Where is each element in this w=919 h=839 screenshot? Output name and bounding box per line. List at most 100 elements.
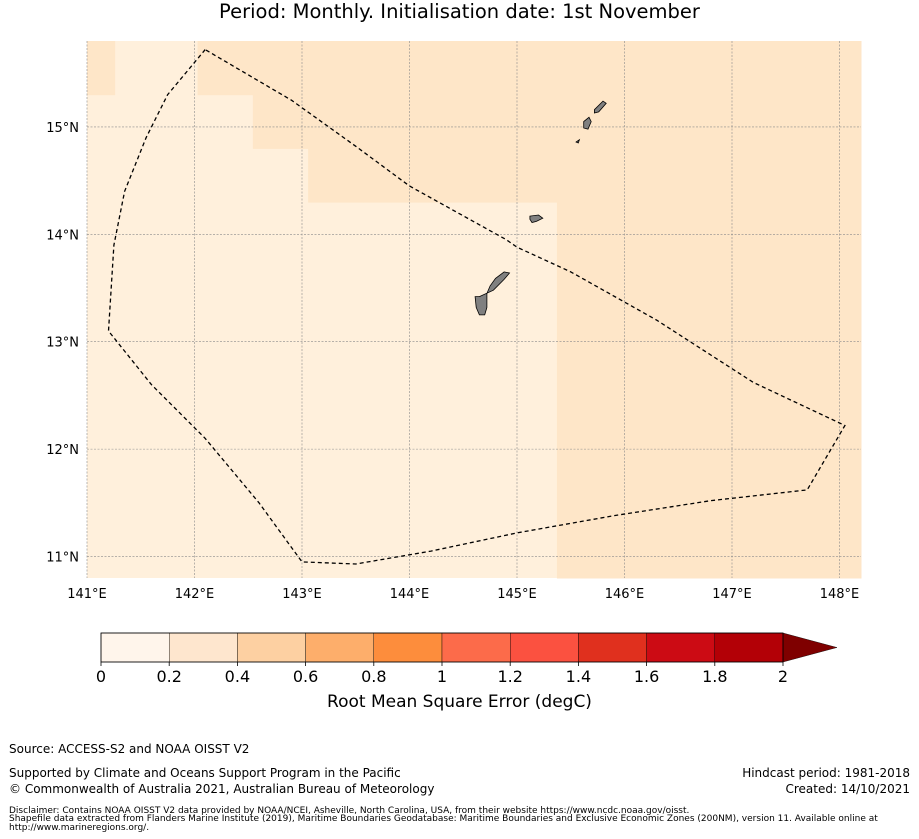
colorbar-segment xyxy=(714,632,784,663)
grid-cell xyxy=(529,175,558,203)
grid-cell xyxy=(695,363,724,391)
grid-cell xyxy=(722,121,751,149)
created-text: Created: 14/10/2021 xyxy=(785,782,910,796)
grid-cell xyxy=(695,67,724,96)
grid-cell xyxy=(805,416,834,445)
colorbar-segment xyxy=(578,632,647,663)
grid-cell xyxy=(639,94,668,123)
grid-cell xyxy=(778,282,807,310)
grid-cell xyxy=(529,94,558,123)
grid-cell xyxy=(391,67,420,96)
grid-cell xyxy=(805,309,834,337)
grid-cell xyxy=(778,94,807,123)
grid-cell xyxy=(418,67,447,96)
grid-cell xyxy=(833,255,862,284)
grid-cell xyxy=(612,175,641,203)
grid-cell xyxy=(833,148,862,176)
grid-cell xyxy=(667,416,696,445)
grid-cell xyxy=(501,175,530,203)
grid-cell xyxy=(474,41,503,69)
grid-cell xyxy=(584,67,613,96)
colorbar-segment xyxy=(646,632,715,663)
grid-cell xyxy=(308,121,337,149)
island xyxy=(594,100,607,114)
x-tick-label: 147°E xyxy=(712,587,752,602)
grid-cell xyxy=(805,363,834,391)
grid-cell xyxy=(584,470,613,498)
grid-cell xyxy=(750,121,779,149)
grid-cell xyxy=(363,41,392,69)
grid-cell xyxy=(612,363,641,391)
island xyxy=(583,116,592,130)
grid-cell xyxy=(722,148,751,176)
grid-cell xyxy=(639,363,668,391)
grid-cell xyxy=(722,175,751,203)
y-tick-label: 11°N xyxy=(46,551,79,566)
grid-cell xyxy=(501,148,530,176)
support-text: Supported by Climate and Oceans Support … xyxy=(9,766,401,780)
grid-cell xyxy=(667,309,696,337)
grid-cell xyxy=(833,94,862,123)
rmse-grid xyxy=(87,41,862,579)
grid-cell xyxy=(833,390,862,418)
grid-cell xyxy=(474,148,503,176)
grid-cell xyxy=(418,41,447,69)
grid-cell xyxy=(778,470,807,498)
grid-cell xyxy=(418,94,447,123)
grid-cell xyxy=(556,282,586,310)
grid-cell xyxy=(363,67,392,96)
grid-cell xyxy=(418,121,447,149)
grid-cell xyxy=(722,309,751,337)
grid-cell xyxy=(750,497,779,525)
grid-cell xyxy=(805,228,834,257)
disclaimer-line-3: http://www.marineregions.org/. xyxy=(9,823,150,833)
grid-cell xyxy=(667,175,696,203)
grid-cell xyxy=(639,175,668,203)
x-axis-ticks: 141°E 142°E 143°E 144°E 145°E 146°E 147°E 148°E xyxy=(67,587,859,602)
grid-cell xyxy=(805,443,834,472)
grid-cell xyxy=(695,41,724,69)
grid-cell xyxy=(556,41,586,69)
grid-cell xyxy=(308,67,337,96)
grid-cell xyxy=(833,416,862,445)
grid-cell xyxy=(750,416,779,445)
grid-cell xyxy=(335,41,364,69)
eez-boundary xyxy=(107,49,846,565)
grid-cell xyxy=(639,41,668,69)
grid-cell xyxy=(695,121,724,149)
grid-cell xyxy=(722,390,751,418)
grid-cell xyxy=(584,416,613,445)
grid-cell xyxy=(529,67,558,96)
grid-cell xyxy=(612,255,641,284)
grid-cell xyxy=(833,443,862,472)
grid-cell xyxy=(722,551,751,579)
grid-cell xyxy=(778,497,807,525)
grid-cell xyxy=(722,416,751,445)
grid-cell xyxy=(667,524,696,552)
grid-cell xyxy=(722,228,751,257)
grid-cell xyxy=(197,67,226,96)
grid-cell xyxy=(556,228,586,257)
grid-cell xyxy=(474,94,503,123)
grid-cell xyxy=(197,41,226,69)
grid-cell xyxy=(833,41,862,69)
grid-cell xyxy=(446,67,475,96)
grid-cell xyxy=(778,551,807,579)
y-tick-label: 12°N xyxy=(46,443,79,458)
grid-cell xyxy=(639,390,668,418)
grid-cell xyxy=(778,443,807,472)
grid-cell xyxy=(805,470,834,498)
y-axis-ticks: 11°N 12°N 13°N 14°N 15°N xyxy=(46,121,79,566)
colorbar-tick-label: 0.6 xyxy=(293,667,318,686)
grid-cell xyxy=(556,497,586,525)
disclaimer-line-1: Disclaimer: Contains NOAA OISST V2 data … xyxy=(9,806,690,816)
island xyxy=(474,271,511,316)
grid-cell xyxy=(695,175,724,203)
grid-cell xyxy=(556,390,586,418)
x-tick-label: 141°E xyxy=(67,587,107,602)
grid-cell xyxy=(556,524,586,552)
grid-cell xyxy=(612,121,641,149)
grid-cell xyxy=(556,416,586,445)
grid-cell xyxy=(667,363,696,391)
grid-cell xyxy=(612,416,641,445)
